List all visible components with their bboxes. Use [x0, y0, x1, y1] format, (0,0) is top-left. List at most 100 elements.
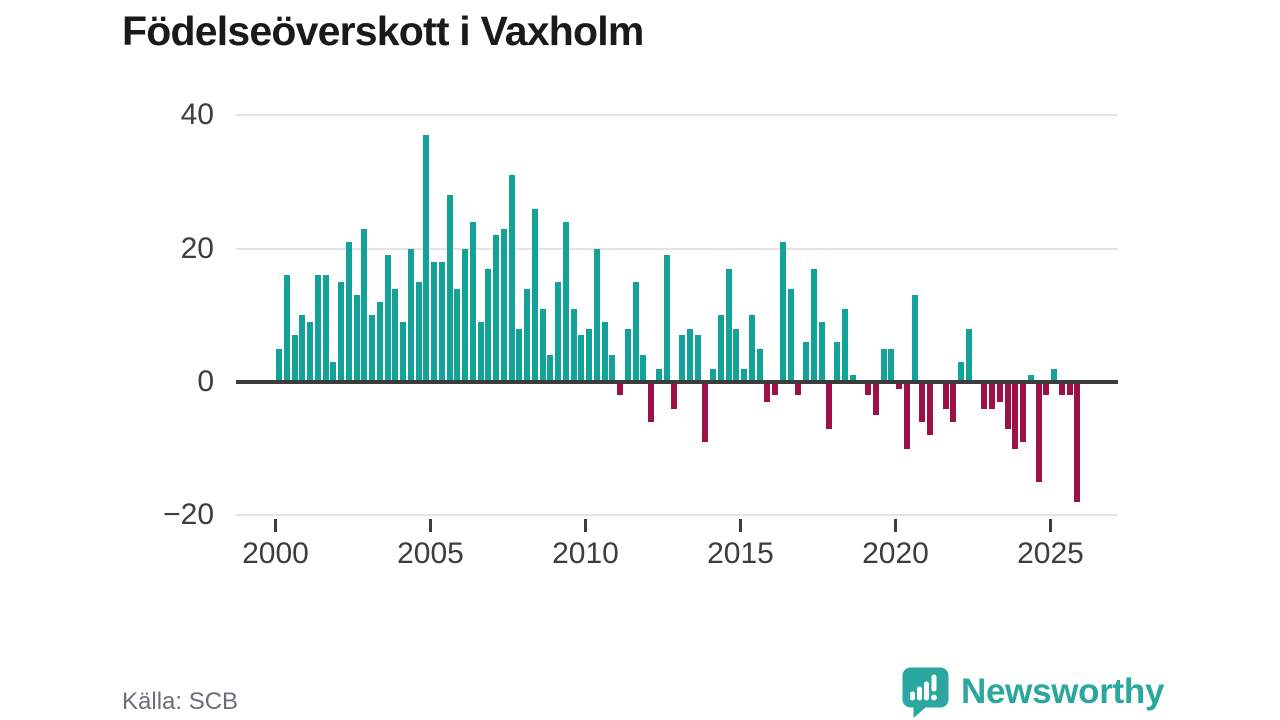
bar: [539, 308, 546, 382]
chart-title: Födelseöverskott i Vaxholm: [122, 8, 644, 54]
bar: [640, 355, 647, 382]
bar: [849, 375, 856, 382]
bar: [989, 382, 995, 409]
bar: [454, 288, 461, 382]
bar: [276, 348, 282, 382]
bar: [462, 248, 468, 382]
bar: [803, 342, 809, 382]
bar: [524, 288, 530, 382]
bar: [950, 382, 957, 422]
bar: [307, 322, 313, 382]
bar: [578, 335, 585, 382]
x-axis-label-2025: 2025: [1017, 537, 1084, 570]
bar: [555, 282, 561, 382]
bar: [562, 222, 569, 382]
x-axis-label-2015: 2015: [707, 537, 774, 570]
bar: [841, 308, 848, 382]
bar: [1027, 375, 1034, 382]
bar: [570, 308, 577, 382]
bar: [710, 368, 716, 382]
bar: [648, 382, 654, 422]
bar: [655, 368, 662, 382]
bar: [291, 335, 298, 382]
x-axis-label-2005: 2005: [397, 537, 464, 570]
bar: [872, 382, 879, 416]
bar: [919, 382, 926, 422]
bar: [431, 262, 437, 382]
y-axis-label-20: 20: [180, 231, 214, 265]
bar: [702, 382, 709, 442]
bar: [741, 368, 747, 382]
bar: [314, 275, 321, 382]
bar: [353, 295, 360, 382]
y-axis-label-40: 40: [180, 98, 214, 132]
bar: [485, 268, 492, 382]
x-tick-2015: [739, 519, 742, 532]
bar: [632, 282, 639, 382]
bar: [547, 355, 554, 382]
bar: [958, 362, 964, 382]
bar: [624, 328, 631, 382]
bar: [834, 342, 840, 382]
bar: [400, 322, 406, 382]
bar: [903, 382, 910, 449]
bar: [1012, 382, 1019, 449]
bar: [818, 322, 825, 382]
bar: [1074, 382, 1081, 502]
bar: [516, 328, 523, 382]
bar: [586, 328, 592, 382]
bar: [996, 382, 1003, 402]
bar: [345, 242, 352, 382]
bar: [772, 382, 778, 396]
bar: [609, 355, 616, 382]
bar: [299, 315, 306, 382]
x-axis-label-2010: 2010: [552, 537, 619, 570]
bar: [686, 328, 693, 382]
x-axis-label-2020: 2020: [862, 537, 929, 570]
bar: [779, 242, 786, 382]
bar: [888, 348, 895, 382]
bar: [942, 382, 949, 409]
bar: [392, 288, 399, 382]
bar: [880, 348, 887, 382]
bar: [733, 328, 740, 382]
gridline-y-40: [236, 114, 1118, 117]
bar: [531, 208, 538, 382]
bar: [415, 282, 422, 382]
bar: [764, 382, 771, 402]
bar: [981, 382, 988, 409]
bar: [927, 382, 933, 436]
bar: [1043, 382, 1050, 396]
bar: [679, 335, 685, 382]
bar: [601, 322, 608, 382]
x-tick-2010: [584, 519, 587, 532]
bar: [617, 382, 623, 396]
x-tick-2000: [274, 519, 277, 532]
bar: [500, 228, 507, 382]
bar: [423, 135, 430, 382]
bar: [965, 328, 972, 382]
x-tick-2025: [1049, 519, 1052, 532]
bar: [694, 335, 701, 382]
bar: [469, 222, 476, 382]
bar: [826, 382, 833, 429]
bar: [438, 262, 445, 382]
bar: [508, 175, 515, 382]
bar: [748, 315, 755, 382]
bar: [717, 315, 724, 382]
newsworthy-bubble-chart-icon: [901, 666, 949, 718]
gridline-y-20: [236, 247, 1118, 250]
newsworthy-logo-text: Newsworthy: [961, 672, 1165, 711]
bar: [1066, 382, 1073, 396]
bar: [725, 268, 732, 382]
gridline-y--20: [236, 514, 1118, 517]
bar: [787, 288, 794, 382]
bar: [1058, 382, 1065, 396]
newsworthy-logo: Newsworthy: [901, 666, 1164, 718]
y-axis-label--20: −20: [163, 498, 214, 532]
bar: [322, 275, 329, 382]
bar: [407, 248, 414, 382]
bar: [338, 282, 344, 382]
bar: [756, 348, 763, 382]
